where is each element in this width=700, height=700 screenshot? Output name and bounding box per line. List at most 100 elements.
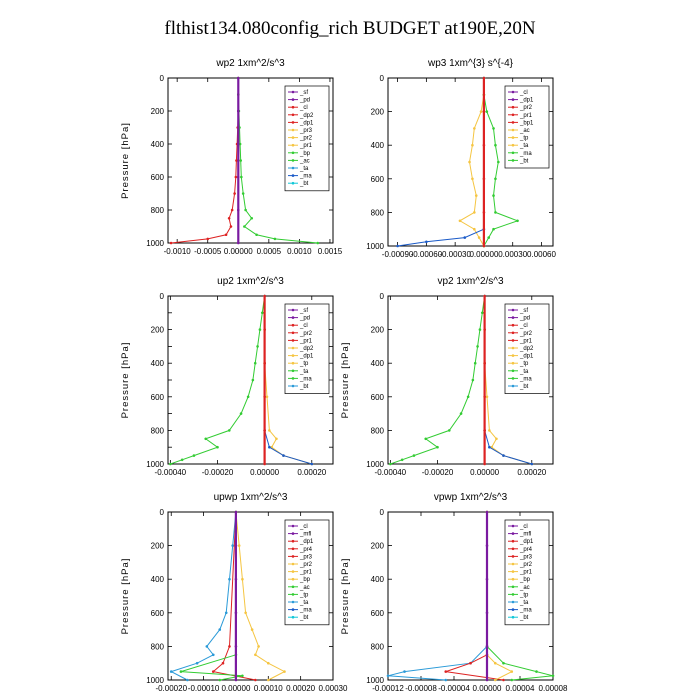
series-point <box>243 225 246 228</box>
legend-entry: _dp2 <box>299 113 314 119</box>
legend-marker <box>291 166 295 170</box>
series-point <box>485 544 489 547</box>
series-point <box>494 211 497 214</box>
series-point <box>444 678 448 682</box>
series-point <box>488 429 491 432</box>
series-line-dp1 <box>390 295 486 465</box>
series-point <box>239 412 243 415</box>
legend-entry: _ma <box>299 174 312 180</box>
series-point <box>316 241 320 245</box>
legend-entry: _pr1 <box>519 338 533 344</box>
y-tick-label: 1000 <box>146 676 164 685</box>
series-point <box>473 361 477 365</box>
x-tick-label: -0.00010 <box>188 684 220 693</box>
series-point <box>436 445 439 449</box>
series-point <box>400 458 404 462</box>
legend-marker <box>511 98 515 101</box>
series-point <box>482 110 486 113</box>
series-point <box>530 462 534 466</box>
series-point <box>502 661 505 665</box>
legend-entry: _dp2 <box>519 346 534 352</box>
series-point <box>236 241 240 245</box>
series-point <box>476 345 479 348</box>
x-tick-label: -0.00020 <box>155 684 187 693</box>
series-point <box>473 127 476 130</box>
x-tick-label: -0.00020 <box>422 468 454 477</box>
legend-entry: _pd <box>519 316 530 322</box>
legend-marker <box>511 570 515 573</box>
series-point <box>241 192 245 195</box>
legend-marker <box>291 159 295 162</box>
x-tick-label: 0.00020 <box>297 468 326 477</box>
x-tick-label: -0.00090 <box>382 250 414 259</box>
series-point <box>234 175 238 179</box>
legend-marker <box>291 615 295 619</box>
legend-marker <box>511 377 515 380</box>
series-point <box>246 395 250 399</box>
legend-entry: _bt <box>519 384 529 390</box>
series-point <box>205 645 209 648</box>
series-point <box>424 437 428 441</box>
legend-marker <box>511 323 515 327</box>
legend-marker <box>291 323 295 327</box>
y-tick-label: 400 <box>151 359 165 368</box>
series-point <box>241 577 244 581</box>
y-tick-label: 1000 <box>366 242 384 251</box>
legend-entry: _bp <box>519 577 531 583</box>
series-point <box>230 208 234 212</box>
legend-entry: _cl <box>519 524 528 530</box>
series-point <box>502 454 505 457</box>
series-point <box>482 244 486 248</box>
legend-marker <box>291 151 295 155</box>
series-point <box>483 395 486 399</box>
series-point <box>482 211 486 214</box>
series-point <box>257 645 260 648</box>
series-point <box>236 208 240 212</box>
legend-marker <box>511 593 515 596</box>
legend-entry: _tp <box>299 361 309 367</box>
series-point <box>488 445 491 449</box>
legend-entry: _dp1 <box>519 539 534 545</box>
legend-entry: _mfl <box>519 532 531 538</box>
y-tick-label: 400 <box>371 141 385 150</box>
legend-marker <box>291 524 295 528</box>
series-point <box>236 175 240 179</box>
legend-marker <box>291 331 295 335</box>
legend-marker <box>511 143 515 147</box>
legend-marker <box>511 547 515 551</box>
series-point <box>478 328 482 331</box>
legend-entry: _bt <box>299 384 309 390</box>
series-point <box>510 670 514 673</box>
series-point <box>510 678 514 682</box>
series-point <box>211 653 215 657</box>
series-point <box>502 678 505 682</box>
legend-entry: _bt <box>299 181 309 187</box>
legend-marker <box>511 90 515 94</box>
legend-marker <box>511 608 515 611</box>
legend-marker <box>291 90 295 94</box>
legend-marker <box>291 105 295 109</box>
y-tick-label: 800 <box>151 642 165 651</box>
y-tick-label: 400 <box>151 140 165 149</box>
legend-entry: _ta <box>519 600 529 606</box>
legend-entry: _bp <box>299 151 311 157</box>
series-point <box>169 462 172 466</box>
legend-marker <box>511 361 515 365</box>
series-point <box>459 412 463 415</box>
series-point <box>227 429 231 432</box>
legend-entry: _dp1 <box>299 120 314 126</box>
series-point <box>263 462 266 466</box>
series-point <box>204 437 208 441</box>
legend-entry: _dp1 <box>299 354 314 360</box>
legend-entry: _pr2 <box>299 562 313 568</box>
series-point <box>192 454 196 457</box>
y-axis-label: Pressure [hPa] <box>120 122 131 199</box>
series-point <box>169 670 173 673</box>
series-point <box>236 76 240 80</box>
legend-marker <box>511 585 515 589</box>
y-axis-label: Pressure [hPa] <box>120 342 131 419</box>
y-tick-label: 0 <box>160 74 165 83</box>
series-point <box>229 225 233 228</box>
legend-marker <box>291 128 295 132</box>
series-point <box>211 670 215 673</box>
